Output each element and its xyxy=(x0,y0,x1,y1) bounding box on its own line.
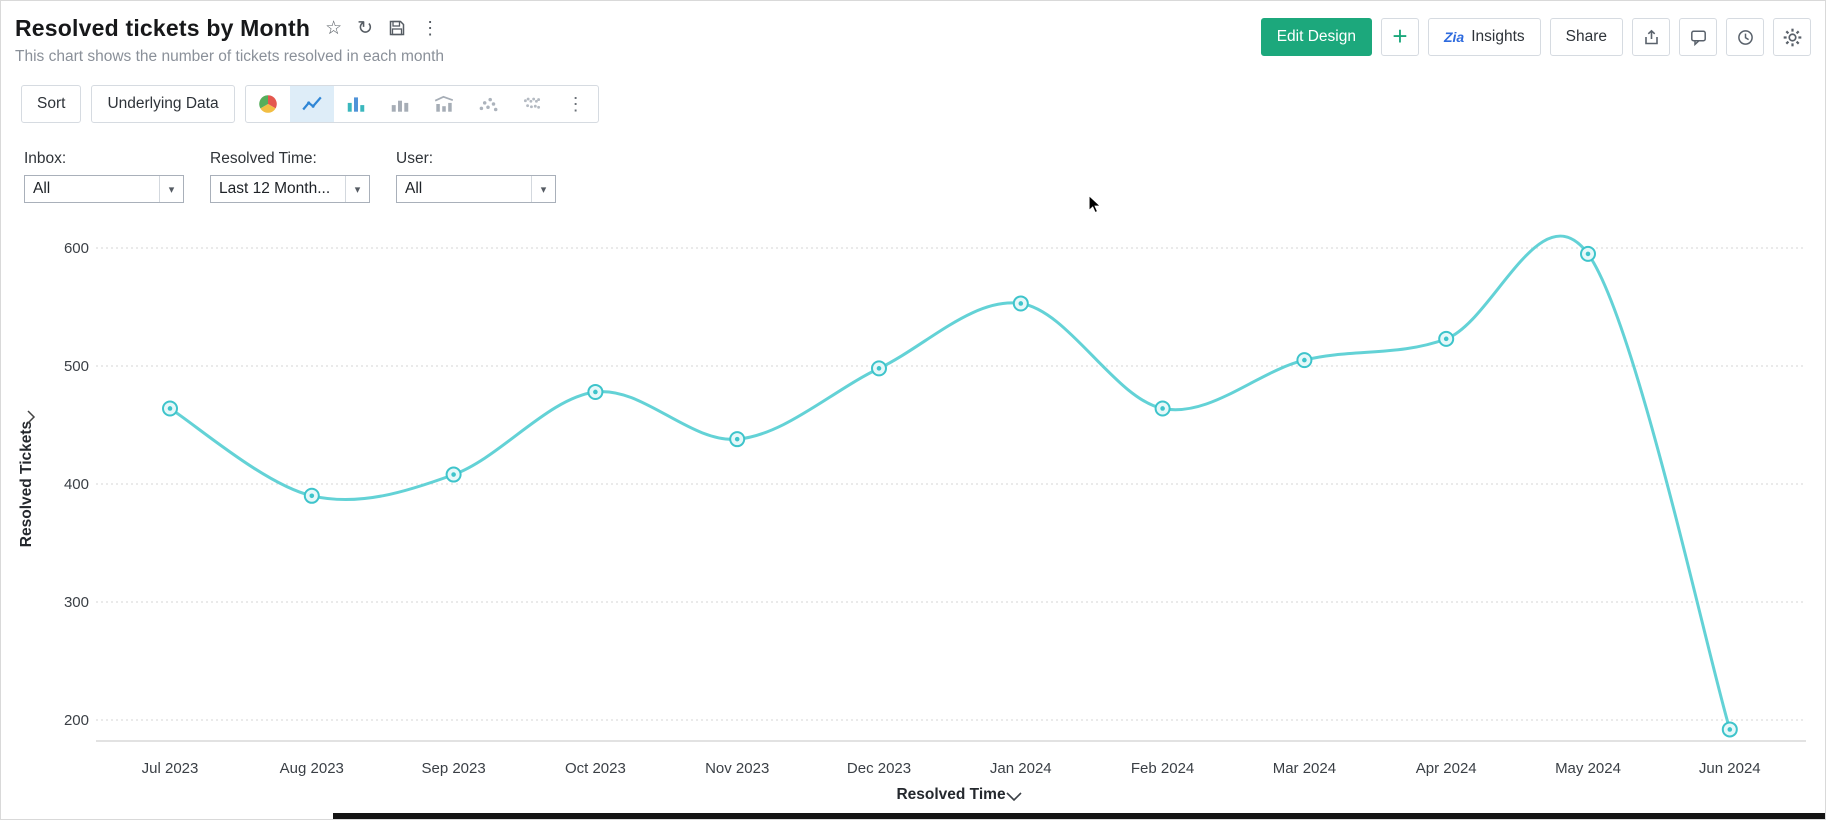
more-options-icon[interactable]: ⋮ xyxy=(421,18,440,38)
inbox-filter-select[interactable]: All ▾ xyxy=(24,175,184,203)
data-point-dot xyxy=(1727,727,1733,732)
user-filter: User: All ▾ xyxy=(396,150,556,203)
bottom-bar xyxy=(333,813,1825,819)
y-tick-label: 500 xyxy=(64,358,89,375)
x-tick-label: Sep 2023 xyxy=(421,760,485,777)
history-button[interactable] xyxy=(1726,18,1764,56)
data-point-dot xyxy=(734,436,740,442)
sort-button[interactable]: Sort xyxy=(21,85,82,123)
x-tick-label: Oct 2023 xyxy=(565,760,626,777)
plus-icon: + xyxy=(1392,20,1408,51)
data-point-dot xyxy=(309,493,315,499)
y-tick-label: 200 xyxy=(64,712,89,729)
map-chart-icon[interactable] xyxy=(510,86,554,122)
comments-button[interactable] xyxy=(1679,18,1717,56)
series-line xyxy=(168,234,1732,731)
y-tick-label: 300 xyxy=(64,594,89,611)
user-filter-label: User: xyxy=(396,150,434,167)
resolved-time-filter-select[interactable]: Last 12 Month... ▾ xyxy=(210,175,370,203)
x-tick-label: Jan 2024 xyxy=(990,760,1052,777)
edit-design-button[interactable]: Edit Design xyxy=(1260,18,1372,56)
chart-toolbar: Sort Underlying Data xyxy=(1,84,1825,124)
inbox-filter: Inbox: All ▾ xyxy=(24,150,184,203)
stacked-bar-chart-icon[interactable] xyxy=(378,86,422,122)
share-button[interactable]: Share xyxy=(1549,18,1623,56)
header-actions: Edit Design + Zia Insights Share xyxy=(1260,18,1811,67)
favorite-star-icon[interactable]: ☆ xyxy=(325,17,343,39)
zia-icon: Zia xyxy=(1443,29,1465,45)
refresh-icon[interactable]: ↻ xyxy=(357,17,374,39)
chevron-right-icon[interactable] xyxy=(27,410,36,424)
x-tick-label: Aug 2023 xyxy=(280,760,344,777)
filter-bar: Inbox: All ▾ Resolved Time: Last 12 Mont… xyxy=(1,150,1825,203)
x-tick-label: May 2024 xyxy=(1555,760,1621,777)
resolved-time-filter-label: Resolved Time: xyxy=(210,150,317,167)
chart-type-switcher: ⋮ xyxy=(244,85,599,123)
history-clock-icon xyxy=(1737,29,1753,45)
line-chart[interactable]: 600 500 400 300 200 Jul 2023 Aug 2023 Sep 2023 O… xyxy=(1,226,1826,820)
chevron-down-icon[interactable] xyxy=(1006,792,1022,802)
caret-down-icon: ▾ xyxy=(531,176,555,202)
x-tick-label: Dec 2023 xyxy=(847,760,911,777)
x-tick-label: Mar 2024 xyxy=(1273,760,1336,777)
data-point-dot xyxy=(1585,251,1591,257)
underlying-data-button[interactable]: Underlying Data xyxy=(91,85,235,123)
export-button[interactable] xyxy=(1632,18,1670,56)
x-tick-label: Jun 2024 xyxy=(1699,760,1761,777)
save-icon[interactable] xyxy=(388,19,406,37)
data-point-dot xyxy=(1443,336,1449,342)
export-icon xyxy=(1644,29,1658,44)
x-tick-label: Jul 2023 xyxy=(142,760,199,777)
data-point-dot xyxy=(593,389,598,395)
gear-icon xyxy=(1783,28,1801,46)
combo-chart-icon[interactable] xyxy=(422,86,466,122)
caret-down-icon: ▾ xyxy=(159,176,183,202)
comment-icon xyxy=(1690,29,1706,46)
insights-label: Insights xyxy=(1471,28,1525,45)
data-point-dot xyxy=(1160,406,1165,411)
title-block: Resolved tickets by Month ☆ ↻ ⋮ This cha… xyxy=(15,14,444,67)
caret-down-icon: ▾ xyxy=(345,176,369,202)
settings-button[interactable] xyxy=(1773,18,1811,56)
y-tick-label: 400 xyxy=(64,476,89,493)
insights-button[interactable]: Zia Insights xyxy=(1427,18,1541,56)
data-point-dot xyxy=(876,366,882,371)
x-axis-title[interactable]: Resolved Time xyxy=(896,786,1006,803)
x-tick-label: Feb 2024 xyxy=(1131,760,1194,777)
header: Resolved tickets by Month ☆ ↻ ⋮ This cha… xyxy=(1,1,1825,67)
add-button[interactable]: + xyxy=(1380,18,1419,56)
more-chart-types-icon[interactable]: ⋮ xyxy=(566,93,585,114)
x-tick-label: Apr 2024 xyxy=(1416,760,1477,777)
x-tick-label: Nov 2023 xyxy=(705,760,769,777)
data-point-dot xyxy=(1018,301,1024,306)
scatter-chart-icon[interactable] xyxy=(466,86,510,122)
y-tick-label: 600 xyxy=(64,240,89,257)
user-filter-select[interactable]: All ▾ xyxy=(396,175,556,203)
page-title: Resolved tickets by Month xyxy=(15,14,311,41)
line-chart-icon[interactable] xyxy=(289,86,334,122)
pie-chart-icon[interactable] xyxy=(246,86,290,122)
chart-area[interactable]: 600 500 400 300 200 Jul 2023 Aug 2023 Sep 2023 O… xyxy=(1,226,1826,820)
inbox-filter-label: Inbox: xyxy=(24,150,67,167)
resolved-time-filter: Resolved Time: Last 12 Month... ▾ xyxy=(210,150,370,203)
bar-chart-icon[interactable] xyxy=(334,86,378,122)
y-axis-title[interactable]: Resolved Tickets xyxy=(18,421,35,547)
data-point-dot xyxy=(451,472,456,477)
data-point-dot xyxy=(167,406,173,411)
data-point-dot xyxy=(1302,357,1307,363)
chart-description: This chart shows the number of tickets r… xyxy=(15,48,445,65)
